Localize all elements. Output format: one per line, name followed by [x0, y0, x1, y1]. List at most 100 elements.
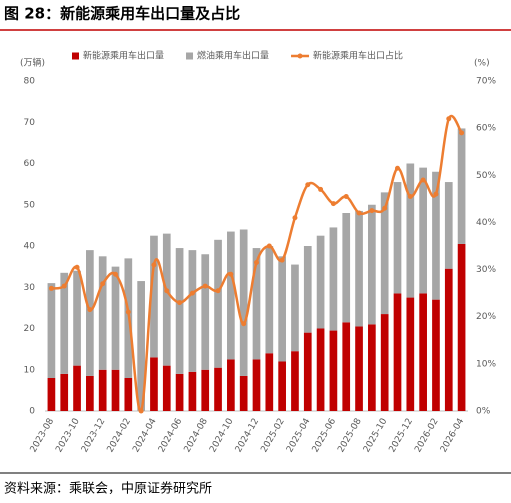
bar	[432, 171, 440, 300]
line-marker	[459, 130, 465, 136]
bar	[342, 322, 351, 411]
bar	[162, 365, 171, 411]
line-marker	[113, 271, 118, 277]
x-tick-label: 2025-10	[362, 417, 390, 455]
bar	[329, 227, 338, 331]
bar	[265, 353, 274, 411]
line-marker	[87, 307, 93, 313]
bar	[201, 369, 210, 411]
bar	[227, 359, 235, 411]
y2-tick-label: 70%	[476, 77, 496, 87]
bar	[393, 293, 402, 411]
y2-tick-label: 30%	[476, 265, 496, 275]
bar	[188, 250, 197, 372]
bar	[303, 332, 312, 411]
y-tick-label: 0	[29, 407, 35, 417]
line-marker	[177, 300, 183, 306]
line-marker	[254, 260, 259, 265]
bar	[252, 359, 261, 411]
bar	[124, 378, 133, 411]
y-tick-label: 60	[24, 159, 36, 169]
bar	[111, 369, 120, 411]
bar	[162, 233, 171, 366]
bar	[227, 231, 235, 360]
line-marker	[330, 201, 336, 207]
x-tick-label: 2023-08	[29, 417, 57, 455]
bar	[98, 256, 107, 370]
bar	[316, 328, 325, 411]
y2-tick-label: 40%	[476, 218, 496, 228]
bar	[432, 299, 440, 411]
line-marker	[215, 288, 221, 294]
y-tick-label: 40	[24, 242, 36, 252]
bar	[86, 375, 94, 411]
bar	[316, 235, 325, 329]
y2-tick-label: 10%	[476, 359, 496, 369]
bar	[303, 246, 312, 333]
bar	[137, 281, 145, 411]
bar	[291, 264, 299, 352]
line-marker	[202, 283, 208, 289]
bar	[98, 369, 107, 411]
bar	[406, 163, 415, 298]
x-tick-label: 2025-06	[311, 417, 339, 455]
line-marker	[318, 186, 324, 192]
line-marker	[305, 182, 311, 188]
line-marker	[420, 177, 426, 183]
line-marker	[228, 271, 234, 277]
line-marker	[343, 194, 349, 199]
legend-label: 新能源乘用车出口量	[83, 50, 164, 62]
x-tick-label: 2025-08	[336, 417, 364, 455]
line-marker	[382, 205, 388, 211]
bar	[73, 270, 81, 366]
bar	[239, 229, 248, 376]
line-marker	[356, 210, 362, 216]
bar	[214, 239, 222, 368]
bar	[457, 243, 466, 411]
x-tick-label: 2025-12	[388, 417, 415, 455]
y-tick-label: 10	[24, 365, 36, 375]
line-marker	[407, 194, 413, 199]
line-marker	[125, 309, 131, 315]
bar	[201, 254, 210, 370]
x-tick-label: 2024-12	[234, 417, 261, 455]
x-tick-label: 2023-12	[80, 417, 107, 455]
bar	[86, 250, 94, 376]
line	[51, 115, 463, 413]
line-marker	[369, 208, 375, 214]
line-marker	[74, 264, 80, 270]
line-marker	[241, 321, 247, 327]
y-tick-label: 70	[24, 118, 36, 128]
line-marker	[395, 165, 400, 171]
line-marker	[100, 281, 106, 287]
line-marker	[189, 290, 195, 296]
bar	[47, 283, 56, 378]
bar	[419, 293, 427, 411]
bar	[111, 266, 120, 370]
legend-label: 新能源乘用车出口占比	[313, 50, 403, 62]
x-tick-label: 2023-10	[54, 417, 82, 455]
x-tick-label: 2024-08	[183, 417, 211, 455]
y2-tick-label: 60%	[476, 124, 496, 134]
y-tick-label: 80	[24, 77, 36, 87]
legend-label: 燃油乘用车出口量	[197, 50, 269, 62]
x-tick-label: 2026-02	[413, 417, 440, 455]
bar	[60, 272, 69, 374]
bar	[380, 192, 389, 315]
bar	[175, 248, 184, 374]
bar	[239, 375, 248, 411]
bar	[252, 248, 261, 360]
line-marker	[48, 285, 54, 291]
bar	[214, 367, 222, 411]
bar	[175, 373, 184, 411]
bar	[150, 357, 158, 411]
line-marker	[138, 408, 144, 414]
line-marker	[279, 257, 285, 263]
bar	[60, 373, 69, 411]
y-tick-label: 50	[24, 200, 36, 210]
x-tick-label: 2026-04	[439, 417, 467, 455]
bar	[47, 378, 56, 411]
bar	[393, 182, 402, 294]
line-marker	[446, 116, 452, 122]
y2-tick-label: 0%	[476, 407, 491, 417]
